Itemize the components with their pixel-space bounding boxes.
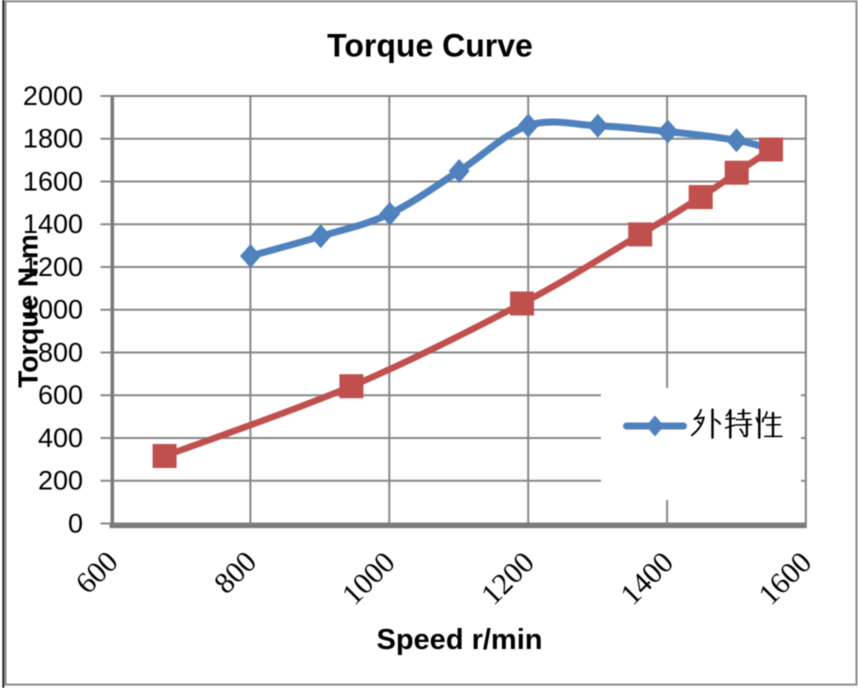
svg-text:1600: 1600	[23, 166, 83, 196]
svg-text:1400: 1400	[23, 209, 83, 239]
svg-text:600: 600	[38, 380, 83, 410]
svg-text:0: 0	[68, 508, 83, 538]
svg-text:Speed r/min: Speed r/min	[377, 624, 543, 656]
svg-text:1800: 1800	[23, 124, 83, 154]
svg-text:1200: 1200	[23, 252, 83, 282]
svg-text:Torque N.m: Torque N.m	[13, 234, 44, 387]
svg-text:800: 800	[38, 337, 83, 367]
svg-text:200: 200	[38, 466, 83, 496]
svg-text:1000: 1000	[23, 295, 83, 325]
svg-text:2000: 2000	[23, 81, 83, 111]
svg-text:Torque Curve: Torque Curve	[327, 28, 533, 64]
svg-text:400: 400	[38, 423, 83, 453]
